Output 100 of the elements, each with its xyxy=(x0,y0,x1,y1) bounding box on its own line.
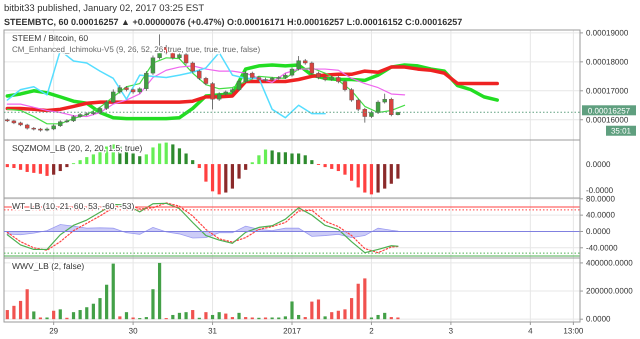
bar xyxy=(284,152,287,164)
y-tick-label: 0.00019000 xyxy=(586,28,629,38)
y-tick-label: 40.0000 xyxy=(586,210,616,220)
bar xyxy=(98,298,102,320)
x-tick-label: 13:00 xyxy=(563,326,584,336)
bar xyxy=(210,164,214,192)
y-tick-label: 0.0000 xyxy=(586,314,612,324)
bar xyxy=(350,164,354,181)
y-tick-label: 80.0000 xyxy=(586,194,616,204)
x-tick-label: 2017 xyxy=(283,326,302,336)
bar xyxy=(184,312,188,320)
bar xyxy=(151,289,155,320)
bar xyxy=(18,164,22,170)
bar xyxy=(370,164,374,194)
text: bitbit33 published, January 02, 2017 03:25 EST xyxy=(4,3,204,14)
bar xyxy=(244,164,248,170)
bar xyxy=(224,164,228,193)
bar xyxy=(6,164,9,168)
bar xyxy=(184,153,188,164)
bar xyxy=(18,300,22,320)
bar xyxy=(158,143,162,164)
candlestick xyxy=(382,93,387,104)
candlestick xyxy=(104,100,109,110)
bar xyxy=(237,164,241,179)
candlestick xyxy=(376,100,380,114)
text: STEEMBTC, 60 0.00016257 ▲ +0.00000076 (+0.47%) O:0.00016171 H:0.00016257 L:0.00016152 C:0.00016257 xyxy=(4,17,462,27)
candlestick xyxy=(389,97,394,117)
candlestick xyxy=(342,80,348,92)
y-tick-label: 200000.0000 xyxy=(586,286,634,296)
y-tick-label: 400000.0000 xyxy=(586,258,634,268)
bar xyxy=(356,284,360,320)
bar xyxy=(343,309,347,320)
bar xyxy=(92,154,95,164)
y-tick-label: -40.0000 xyxy=(586,243,618,252)
bar xyxy=(350,298,354,320)
candlestick xyxy=(197,69,202,80)
bar xyxy=(363,278,366,320)
candlestick xyxy=(349,88,354,102)
bar xyxy=(204,164,208,182)
bar xyxy=(112,264,115,320)
bar xyxy=(32,164,36,173)
bar xyxy=(310,302,314,320)
bar xyxy=(316,299,320,320)
bar xyxy=(85,307,88,320)
text: 35:01 xyxy=(610,126,632,136)
y-tick-label: 0.00017000 xyxy=(586,86,629,96)
bar xyxy=(124,312,128,320)
bar xyxy=(85,157,88,164)
ref-line-label: 0.00016257 xyxy=(588,106,631,116)
candlestick xyxy=(356,98,360,112)
bar xyxy=(363,164,366,193)
bar xyxy=(336,310,340,320)
bar xyxy=(26,289,29,320)
bar xyxy=(324,164,327,168)
bar xyxy=(171,314,174,320)
chart-title: WWV_LB (2, false) xyxy=(12,261,84,271)
chart-title: STEEM / Bitcoin, 60 xyxy=(12,33,88,43)
bar xyxy=(230,164,234,189)
x-tick-label: 31 xyxy=(208,326,218,336)
bar xyxy=(45,164,49,176)
candlestick xyxy=(190,61,195,74)
bar xyxy=(52,310,56,320)
bar xyxy=(198,164,201,168)
y-tick-label: 0.0000 xyxy=(586,227,612,236)
candlestick xyxy=(111,88,116,104)
bar xyxy=(138,156,142,164)
bar xyxy=(290,301,294,320)
bar xyxy=(336,164,340,172)
bar xyxy=(32,311,36,320)
bar xyxy=(390,164,393,184)
bar xyxy=(12,306,16,320)
bar xyxy=(178,148,182,164)
bar xyxy=(270,150,274,164)
bar xyxy=(151,147,155,164)
bar xyxy=(65,164,68,168)
bar xyxy=(52,164,56,175)
bar xyxy=(58,164,62,172)
bar xyxy=(26,164,29,172)
bar xyxy=(92,304,95,320)
bar xyxy=(78,310,82,320)
x-tick-label: 29 xyxy=(49,326,59,336)
bar xyxy=(204,312,208,320)
bar xyxy=(224,314,228,320)
line-series xyxy=(6,65,499,112)
candlestick xyxy=(144,70,149,92)
candlestick xyxy=(150,55,156,76)
bar xyxy=(376,164,380,193)
candlestick xyxy=(310,61,314,76)
bar xyxy=(105,284,108,320)
candlestick xyxy=(290,66,294,78)
bar xyxy=(191,160,194,164)
bar xyxy=(304,155,307,164)
candlestick xyxy=(296,56,301,71)
bar xyxy=(158,262,162,320)
bar xyxy=(144,154,148,164)
line-series xyxy=(6,57,406,124)
bar xyxy=(297,153,300,164)
bar xyxy=(72,312,76,320)
bar xyxy=(310,160,314,164)
bar xyxy=(132,153,135,164)
